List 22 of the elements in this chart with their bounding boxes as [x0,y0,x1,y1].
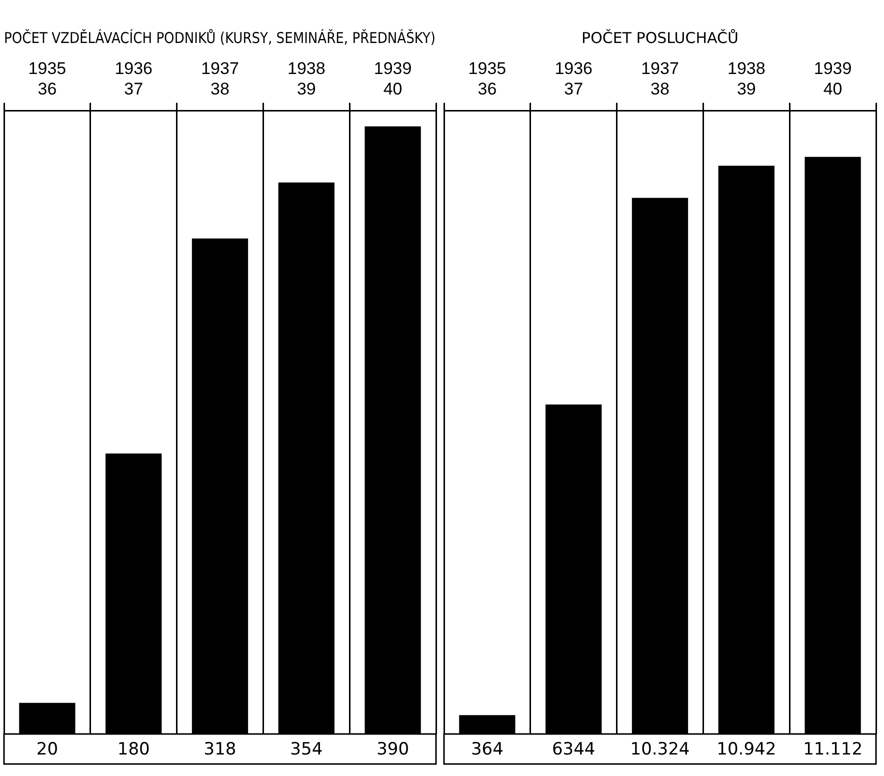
chart-title: POČET VZDĚLÁVACÍCH PODNIKŮ (KURSY, SEMINÁŘE, PŘEDNÁŠKY) [4,28,436,48]
data-label: 180 [117,739,150,760]
chart-title: POČET POSLUCHAČŮ [582,28,738,47]
x-tick-label: 1938 39 [727,58,766,98]
data-label: 10.942 [716,739,776,760]
data-label: 11.112 [803,739,863,760]
data-label: 20 [36,739,58,760]
x-tick-label: 1935 36 [28,58,66,98]
x-tick-label: 1939 40 [814,58,852,98]
x-tick-label: 1939 40 [374,58,412,98]
data-label: 10.324 [630,739,690,760]
x-tick-label: 1936 37 [114,58,153,98]
x-tick-label: 1938 39 [287,58,326,98]
data-label: 354 [290,739,323,760]
data-label: 6344 [552,739,596,760]
data-label: 390 [376,739,410,760]
data-label: 318 [204,739,236,760]
data-label: 364 [470,739,504,760]
x-tick-label: 1937 38 [201,58,239,98]
x-tick-label: 1936 37 [554,58,593,98]
x-tick-label: 1935 36 [468,58,506,98]
x-tick-label: 1937 38 [641,58,679,98]
